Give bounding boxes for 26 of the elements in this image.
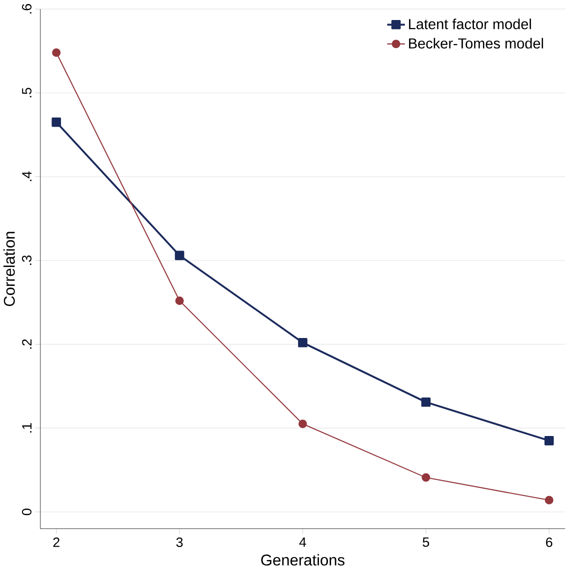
point [52, 118, 62, 127]
point [298, 420, 308, 428]
point [545, 496, 554, 504]
y-tick-label: .2 [22, 339, 32, 349]
y-tick-label: 0 [22, 508, 32, 516]
x-tick-label: 6 [546, 537, 552, 548]
y-tick-label: .6 [22, 4, 32, 14]
point [544, 436, 554, 446]
y-axis-title: Correlation [4, 232, 16, 306]
point [298, 338, 308, 348]
x-tick-label: 3 [176, 537, 183, 548]
x-tick-label: 5 [422, 538, 430, 547]
y-tick-label: .4 [22, 171, 32, 182]
y-tick-label: .1 [22, 423, 32, 432]
point [421, 397, 431, 407]
point [175, 250, 184, 260]
x-axis-title: Generations [261, 554, 345, 566]
legend-label: Becker-Tomes model [409, 38, 544, 49]
point [52, 48, 61, 57]
point [422, 473, 430, 482]
y-tick-label: .3 [22, 255, 32, 265]
point [176, 296, 184, 305]
legend-label: Latent factor model [409, 18, 532, 30]
y-tick-label: .5 [22, 88, 32, 98]
x-tick-label: 4 [300, 538, 306, 547]
x-tick-label: 2 [54, 537, 60, 547]
